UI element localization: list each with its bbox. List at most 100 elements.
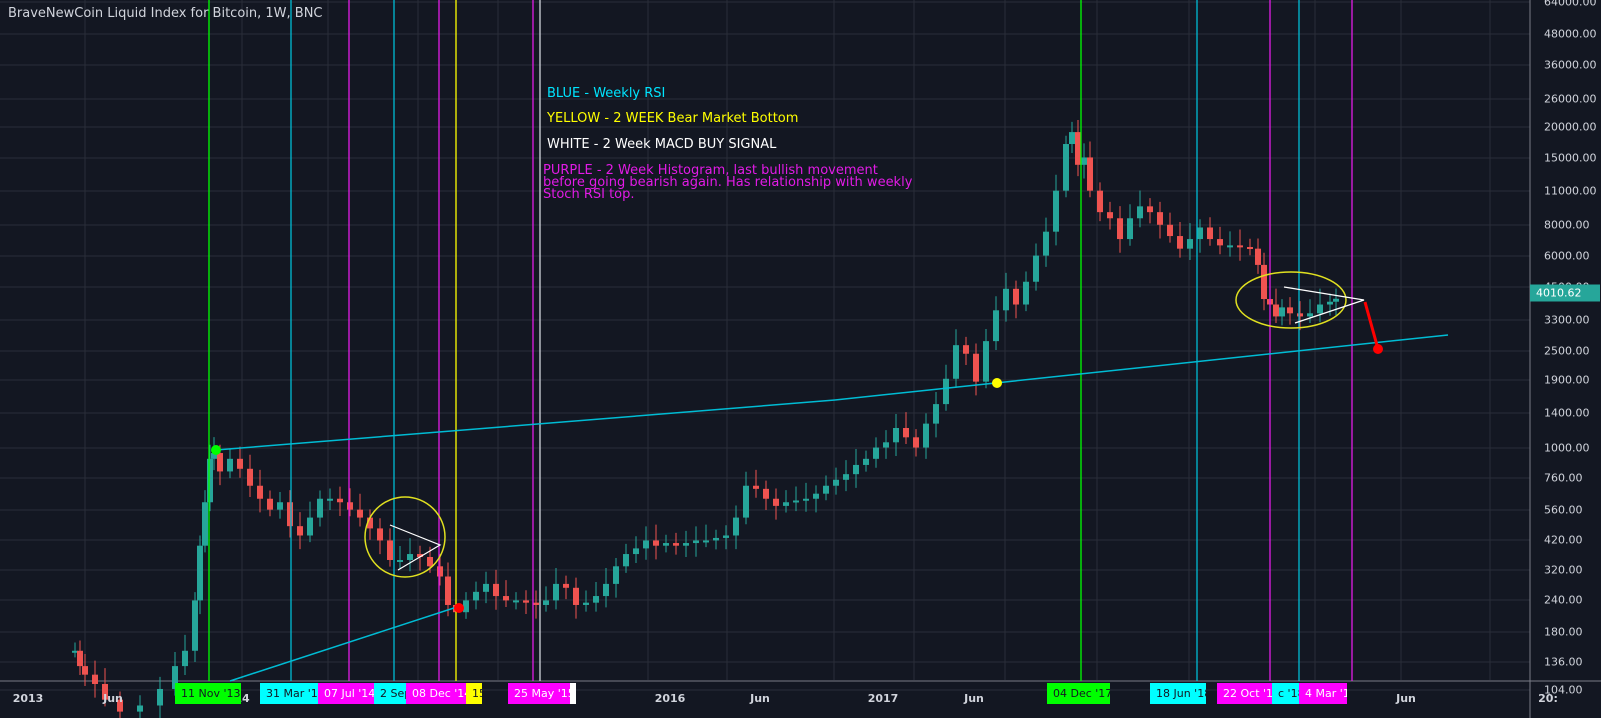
candle — [1013, 280, 1019, 319]
candle — [953, 329, 959, 388]
date-marker-badge: 15 — [466, 683, 482, 704]
candle — [1137, 190, 1143, 228]
candle — [1003, 272, 1009, 322]
candle — [277, 492, 283, 519]
candle — [903, 412, 909, 444]
date-marker-badge: 07 Jul '14 — [318, 683, 374, 704]
candle — [1297, 301, 1303, 331]
candle — [207, 444, 213, 512]
candle — [367, 509, 373, 540]
candle — [247, 454, 253, 498]
candle — [1227, 231, 1233, 257]
date-marker-badge: 04 Dec '17 — [1047, 683, 1110, 704]
candle — [1207, 217, 1213, 246]
candle — [873, 437, 879, 468]
time-tick-label: Jun — [1396, 692, 1416, 705]
candle — [257, 469, 263, 513]
candle — [863, 450, 869, 472]
candle — [683, 530, 689, 557]
candle — [603, 568, 609, 608]
candle — [72, 642, 78, 658]
time-tick-label: 2017 — [867, 692, 899, 705]
candle — [227, 448, 233, 479]
price-tick-label: 2500.00 — [1544, 344, 1590, 358]
candle — [693, 526, 699, 557]
candle — [893, 413, 899, 456]
price-tick-label: 15000.00 — [1544, 151, 1597, 165]
time-tick-label: 20: — [1538, 692, 1558, 705]
candle — [182, 634, 188, 676]
chart-title: BraveNewCoin Liquid Index for Bitcoin, 1… — [8, 6, 323, 21]
time-tick-label: 2016 — [654, 692, 686, 705]
candle — [1279, 299, 1285, 326]
date-marker-badge: 22 Oct '18 — [1217, 683, 1272, 704]
candle — [317, 490, 323, 527]
price-tick-label: 3300.00 — [1544, 313, 1590, 327]
legend-note-purple: PURPLE - 2 Week Histogram, last bullish … — [543, 164, 912, 201]
candle — [1317, 288, 1323, 323]
candle — [723, 525, 729, 550]
price-tick-label: 20000.00 — [1544, 120, 1597, 134]
candle — [553, 568, 559, 610]
candle — [307, 501, 313, 543]
candle — [663, 534, 669, 553]
candle — [1217, 226, 1223, 255]
trendline-upper-2014 — [215, 399, 836, 451]
candle — [593, 582, 599, 612]
candle — [783, 490, 789, 513]
legend-note-white: WHITE - 2 Week MACD BUY SIGNAL — [547, 137, 777, 152]
candle — [417, 545, 423, 571]
candle — [237, 446, 243, 478]
candle — [1177, 222, 1183, 258]
candle — [1107, 201, 1113, 230]
date-marker-badge: 25 May '15 — [508, 683, 570, 704]
pattern-circle-2014 — [364, 496, 446, 578]
candle — [523, 590, 529, 614]
date-marker-badge: 2 Sep ' — [374, 683, 406, 704]
price-tick-label: 760.00 — [1544, 471, 1583, 485]
time-tick-label: Jun — [750, 692, 770, 705]
candle — [1187, 223, 1193, 260]
price-tick-label: 1400.00 — [1544, 406, 1590, 420]
candle — [463, 592, 469, 619]
candle — [543, 586, 549, 612]
price-tick-label: 64000.00 — [1544, 0, 1597, 9]
candle — [1287, 297, 1293, 325]
candle — [1333, 288, 1339, 316]
candle — [1167, 212, 1173, 243]
candle — [1043, 217, 1049, 267]
price-tick-label: 1000.00 — [1544, 441, 1590, 455]
candle — [503, 580, 509, 608]
trendline-long-term — [834, 334, 1449, 401]
candle — [1117, 206, 1123, 253]
date-marker-badge: c '18 — [1272, 683, 1299, 704]
candle — [377, 518, 383, 555]
candle — [137, 695, 143, 718]
candle — [297, 512, 303, 550]
candle — [445, 562, 451, 617]
candle — [1087, 141, 1093, 198]
high-point-dot — [211, 445, 221, 455]
candle — [1261, 252, 1267, 311]
candle — [117, 691, 123, 718]
candle — [157, 676, 163, 718]
candle — [327, 488, 333, 511]
candle — [973, 343, 979, 396]
candle — [1081, 143, 1087, 179]
candle — [1255, 238, 1261, 274]
candle — [533, 590, 539, 619]
candle — [913, 429, 919, 457]
candle — [583, 590, 589, 612]
candle — [1127, 204, 1133, 246]
candle — [407, 538, 413, 572]
candle — [1247, 238, 1253, 256]
candle — [473, 581, 479, 610]
candle — [813, 485, 819, 513]
candle — [763, 480, 769, 511]
candle — [483, 571, 489, 604]
price-tick-label: 560.00 — [1544, 503, 1583, 517]
candle — [993, 296, 999, 351]
candle — [823, 475, 829, 501]
